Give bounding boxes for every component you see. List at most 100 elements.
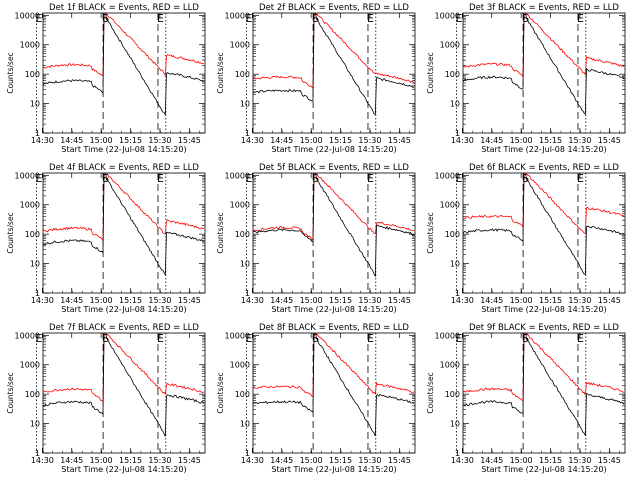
x-tick-label: 14:45	[480, 296, 503, 305]
x-tick-label: 15:45	[598, 296, 621, 305]
marker-label: E	[577, 332, 584, 345]
x-tick-label: 15:15	[539, 456, 562, 465]
x-tick-label: 14:30	[31, 296, 54, 305]
panel-6: Det 6f BLACK = Events, RED = LLD 1 10 100 10…	[426, 163, 626, 314]
panel-title: Det 5f BLACK = Events, RED = LLD	[259, 163, 409, 173]
y-tick-label: 1000	[20, 201, 40, 210]
y-tick-label: 1000	[440, 41, 460, 50]
marker-label: E	[35, 332, 42, 345]
lld-series-line	[43, 13, 205, 77]
y-tick-label: 10000	[15, 171, 40, 180]
x-tick-label: 15:00	[510, 456, 533, 465]
panel-title: Det 2f BLACK = Events, RED = LLD	[259, 3, 409, 13]
y-tick-label: 10000	[435, 11, 460, 20]
plot-frame	[462, 332, 626, 454]
panel-title: Det 7f BLACK = Events, RED = LLD	[49, 323, 199, 333]
x-tick-label: 14:45	[270, 296, 293, 305]
lld-series-line	[463, 333, 625, 401]
curves	[253, 333, 415, 437]
x-tick-label: 15:30	[358, 296, 381, 305]
x-tick-label: 14:30	[31, 136, 54, 145]
y-axis-label: Counts/sec	[216, 212, 225, 253]
x-tick-label: 15:00	[510, 296, 533, 305]
x-tick-label: 15:45	[178, 136, 201, 145]
panel-4: Det 4f BLACK = Events, RED = LLD 1 10 100 10…	[6, 163, 206, 314]
y-tick-label: 100	[445, 70, 460, 79]
y-tick-label: 1000	[440, 201, 460, 210]
plot-frame	[252, 12, 416, 134]
y-tick-label: 100	[235, 390, 250, 399]
y-tick-label: 1	[245, 289, 250, 298]
y-tick-label: 10000	[15, 331, 40, 340]
x-tick-label: 15:30	[568, 296, 591, 305]
y-tick-label: 10	[240, 260, 250, 269]
x-axis-label: Start Time (22-Jul-08 14:15:20)	[271, 305, 396, 314]
plot-frame	[462, 172, 626, 294]
x-tick-label: 14:45	[60, 136, 83, 145]
events-series-line	[43, 333, 205, 437]
marker-label: S	[312, 332, 319, 345]
marker-label: E	[245, 172, 252, 185]
x-tick-label: 15:30	[568, 136, 591, 145]
panel-title: Det 3f BLACK = Events, RED = LLD	[469, 3, 619, 13]
x-tick-label: 14:45	[480, 136, 503, 145]
x-tick-label: 15:15	[329, 456, 352, 465]
y-tick-label: 10	[30, 100, 40, 109]
lld-series-line	[253, 13, 415, 91]
events-series-line	[253, 13, 415, 116]
curves	[43, 333, 205, 437]
y-tick-label: 1	[35, 129, 40, 138]
panel-title: Det 6f BLACK = Events, RED = LLD	[469, 163, 619, 173]
y-tick-label: 10	[450, 420, 460, 429]
events-series-line	[463, 333, 625, 436]
marker-label: S	[522, 172, 529, 185]
y-tick-label: 1000	[230, 361, 250, 370]
x-tick-label: 14:45	[60, 296, 83, 305]
x-axis-label: Start Time (22-Jul-08 14:15:20)	[481, 145, 606, 154]
curves	[463, 333, 625, 436]
x-tick-label: 15:45	[598, 136, 621, 145]
panel-title: Det 8f BLACK = Events, RED = LLD	[259, 323, 409, 333]
marker-label: S	[102, 172, 109, 185]
panel-9: Det 9f BLACK = Events, RED = LLD 1 10 100 10…	[426, 323, 626, 474]
y-axis-label: Counts/sec	[216, 52, 225, 93]
lld-series-line	[253, 333, 415, 398]
marker-label: E	[157, 332, 164, 345]
x-tick-label: 14:30	[451, 456, 474, 465]
curves	[43, 173, 205, 277]
lld-series-line	[253, 173, 415, 241]
events-series-line	[253, 333, 415, 437]
x-tick-label: 15:15	[329, 136, 352, 145]
x-tick-label: 15:15	[329, 296, 352, 305]
y-tick-label: 1	[245, 129, 250, 138]
plot-frame	[42, 172, 206, 294]
marker-label: E	[35, 12, 42, 25]
x-tick-label: 14:30	[31, 456, 54, 465]
curves	[463, 13, 625, 115]
marker-label: E	[367, 332, 374, 345]
y-tick-label: 10	[240, 420, 250, 429]
y-tick-label: 1000	[20, 361, 40, 370]
y-tick-label: 10000	[225, 11, 250, 20]
x-tick-label: 15:15	[539, 296, 562, 305]
y-tick-label: 1	[35, 449, 40, 458]
x-tick-label: 15:45	[178, 296, 201, 305]
y-tick-label: 100	[25, 390, 40, 399]
y-tick-label: 100	[445, 390, 460, 399]
curves	[463, 173, 625, 275]
y-axis-label: Counts/sec	[6, 52, 15, 93]
marker-label: E	[157, 172, 164, 185]
y-tick-label: 1000	[230, 41, 250, 50]
y-tick-label: 100	[25, 70, 40, 79]
x-tick-label: 15:00	[300, 456, 323, 465]
x-tick-label: 15:00	[90, 296, 113, 305]
x-axis-label: Start Time (22-Jul-08 14:15:20)	[481, 305, 606, 314]
y-tick-label: 10000	[435, 331, 460, 340]
y-axis-label: Counts/sec	[426, 52, 435, 93]
lld-series-line	[43, 173, 205, 243]
y-tick-label: 1000	[440, 361, 460, 370]
marker-label: E	[245, 332, 252, 345]
x-tick-label: 14:45	[270, 136, 293, 145]
plot-frame	[42, 332, 206, 454]
